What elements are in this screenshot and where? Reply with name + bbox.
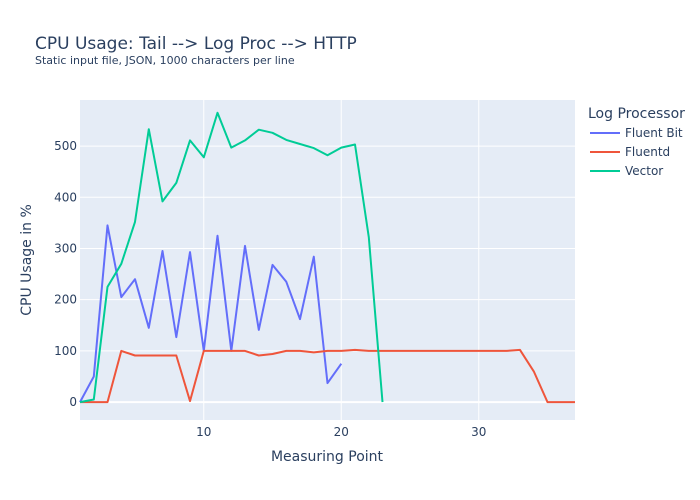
- legend-title: Log Processor: [588, 106, 685, 122]
- legend-label-fluent-bit: Fluent Bit: [625, 126, 683, 140]
- legend-label-vector: Vector: [625, 164, 663, 178]
- chart-title: CPU Usage: Tail --> Log Proc --> HTTP: [35, 34, 357, 54]
- y-tick-label: 200: [54, 293, 77, 307]
- legend-items: Fluent Bit Fluentd Vector: [590, 126, 683, 178]
- y-tick-label: 100: [54, 344, 77, 358]
- series-line-vector: [79, 111, 384, 404]
- x-tick-label: 10: [196, 425, 211, 439]
- legend-label-fluentd: Fluentd: [625, 145, 670, 159]
- series-line-fluent-bit: [79, 224, 343, 403]
- x-tick-label: 30: [471, 425, 486, 439]
- plot-area-background: [80, 100, 575, 420]
- y-tick-label: 400: [54, 190, 77, 204]
- x-tick-label: 20: [334, 425, 349, 439]
- x-axis-title: Measuring Point: [271, 449, 384, 465]
- y-tick-label: 300: [54, 241, 77, 255]
- series-layer: [79, 111, 575, 404]
- legend: Log Processor Fluent Bit Fluentd Vector: [588, 106, 685, 178]
- y-tick-label: 0: [69, 395, 77, 409]
- y-tick-labels: 0 100 200 300 400 500: [54, 139, 77, 409]
- y-tick-label: 500: [54, 139, 77, 153]
- series-line-fluentd: [80, 348, 575, 404]
- chart-subtitle: Static input file, JSON, 1000 characters…: [35, 54, 295, 67]
- x-tick-labels: 10 20 30: [196, 425, 486, 439]
- y-axis-title: CPU Usage in %: [19, 204, 35, 316]
